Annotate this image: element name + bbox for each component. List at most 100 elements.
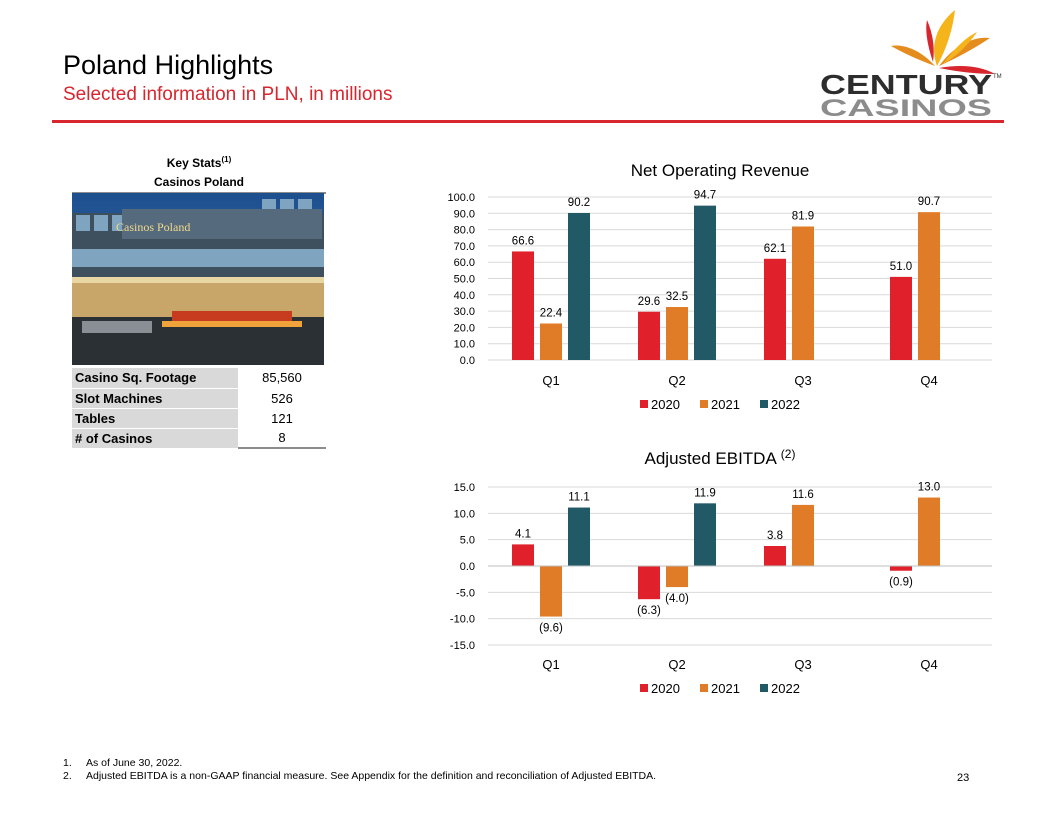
y-tick-label: 50.0 (454, 274, 475, 286)
stat-label: Tables (72, 408, 238, 429)
flower-icon (891, 10, 995, 74)
key-stats-title: Key Stats (166, 156, 222, 170)
bar-2021-Q1 (540, 323, 562, 360)
table-row: Slot Machines 526 (72, 388, 326, 409)
category-label: Q2 (668, 657, 685, 672)
bar-2021-Q3 (792, 226, 814, 360)
page-number: 23 (957, 772, 970, 784)
key-stats-note: (1) (221, 155, 232, 164)
y-tick-label: 60.0 (454, 257, 475, 269)
category-label: Q3 (794, 657, 811, 672)
casino-building-photo: Casinos Poland (72, 193, 324, 365)
y-tick-label: 80.0 (454, 225, 475, 237)
legend-label: 2021 (711, 681, 740, 696)
chart-title-note: (2) (781, 447, 796, 461)
bar-2021-Q1 (540, 566, 562, 617)
data-label: 66.6 (512, 235, 534, 247)
y-tick-label: 10.0 (454, 339, 475, 351)
chart-title: Net Operating Revenue (631, 161, 810, 180)
data-label: (4.0) (665, 593, 689, 605)
data-label: 90.2 (568, 197, 590, 209)
stat-value: 8 (238, 428, 326, 449)
bar-2021-Q3 (792, 504, 814, 566)
y-tick-label: 0.0 (460, 561, 475, 573)
logo-line1: CENTURY (820, 69, 992, 100)
y-tick-label: -15.0 (450, 640, 475, 652)
category-label: Q4 (920, 373, 937, 388)
net-operating-revenue-svg: Net Operating Revenue 0.0 10.0 20.0 30.0 40.0… (447, 161, 992, 412)
category-label: Q1 (542, 373, 559, 388)
y-tick-label: -5.0 (456, 587, 475, 599)
bar-2021-Q2 (666, 307, 688, 360)
footnote-number: 2. (63, 770, 72, 782)
key-stats-subtitle: Casinos Poland (72, 173, 326, 194)
data-label: 11.1 (568, 492, 590, 504)
y-tick-label: 20.0 (454, 322, 475, 334)
page-title: Poland Highlights (63, 50, 274, 80)
legend-label: 2020 (651, 397, 680, 412)
legend-label: 2021 (711, 397, 740, 412)
legend-swatch-2020 (640, 400, 648, 408)
y-tick-label: 90.0 (454, 208, 475, 220)
stat-value: 526 (238, 388, 326, 409)
legend-swatch-2021 (700, 684, 708, 692)
footnote-number: 1. (63, 757, 72, 769)
bar-2021-Q4 (918, 497, 940, 566)
y-tick-label: 10.0 (454, 508, 475, 520)
legend-label: 2020 (651, 681, 680, 696)
category-label: Q4 (920, 657, 937, 672)
adjusted-ebitda-chart: Adjusted EBITDA (2) -15.0 -10.0 -5.0 0.0 5.0 10… (440, 444, 1000, 709)
stat-label: Casino Sq. Footage (72, 368, 238, 389)
key-stats-header: Key Stats(1) Casinos Poland (72, 150, 326, 194)
y-tick-label: 15.0 (454, 482, 475, 494)
y-tick-label: 5.0 (460, 535, 475, 547)
data-label: (6.3) (637, 605, 661, 617)
title-divider (52, 120, 1004, 123)
century-casinos-logo: CENTURY TM CASINOS (820, 10, 1002, 118)
bar-2020-Q1 (512, 544, 534, 566)
y-tick-label: -10.0 (450, 614, 475, 626)
data-label: 90.7 (918, 196, 940, 208)
data-label: 62.1 (764, 243, 786, 255)
bar-2020-Q2 (638, 311, 660, 360)
page-subtitle: Selected information in PLN, in millions (63, 84, 393, 105)
stat-label: # of Casinos (72, 428, 238, 449)
legend-swatch-2022 (760, 684, 768, 692)
data-label: 51.0 (890, 261, 912, 273)
bar-2020-Q3 (764, 258, 786, 360)
bar-2021-Q2 (666, 566, 688, 588)
bar-2020-Q4 (890, 566, 912, 571)
stat-value: 121 (238, 408, 326, 429)
logo-tm: TM (993, 74, 1002, 80)
table-row: Tables 121 (72, 408, 326, 429)
bar-2022-Q2 (694, 205, 716, 360)
data-label: 94.7 (694, 190, 716, 202)
data-label: 81.9 (792, 211, 814, 223)
data-label: 29.6 (638, 296, 660, 308)
data-label: (9.6) (539, 623, 563, 635)
legend-swatch-2020 (640, 684, 648, 692)
y-tick-label: 30.0 (454, 306, 475, 318)
y-tick-label: 100.0 (447, 192, 475, 204)
adjusted-ebitda-svg: Adjusted EBITDA (2) -15.0 -10.0 -5.0 0.0 5.0 10… (450, 447, 992, 696)
bar-2020-Q1 (512, 251, 534, 360)
legend-label: 2022 (771, 681, 800, 696)
bar-2022-Q1 (568, 507, 590, 566)
data-label: 11.6 (792, 489, 814, 501)
bar-2021-Q4 (918, 212, 940, 360)
footnote: 1. As of June 30, 2022. (63, 757, 656, 770)
data-label: 22.4 (540, 307, 563, 319)
data-label: 13.0 (918, 482, 940, 494)
bar-2020-Q3 (764, 545, 786, 566)
legend-swatch-2022 (760, 400, 768, 408)
footnotes: 1. As of June 30, 2022. 2. Adjusted EBITDA… (63, 757, 656, 783)
stat-value: 85,560 (238, 368, 326, 389)
data-label: 11.9 (694, 487, 716, 499)
table-row: Casino Sq. Footage 85,560 (72, 368, 326, 389)
y-tick-label: 0.0 (460, 355, 475, 367)
y-tick-label: 70.0 (454, 241, 475, 253)
net-operating-revenue-chart: Net Operating Revenue 0.0 10.0 20.0 30.0 40.0… (440, 152, 1000, 427)
y-tick-label: 40.0 (454, 290, 475, 302)
bar-2020-Q4 (890, 276, 912, 360)
chart-title: Adjusted EBITDA (2) (645, 447, 796, 468)
